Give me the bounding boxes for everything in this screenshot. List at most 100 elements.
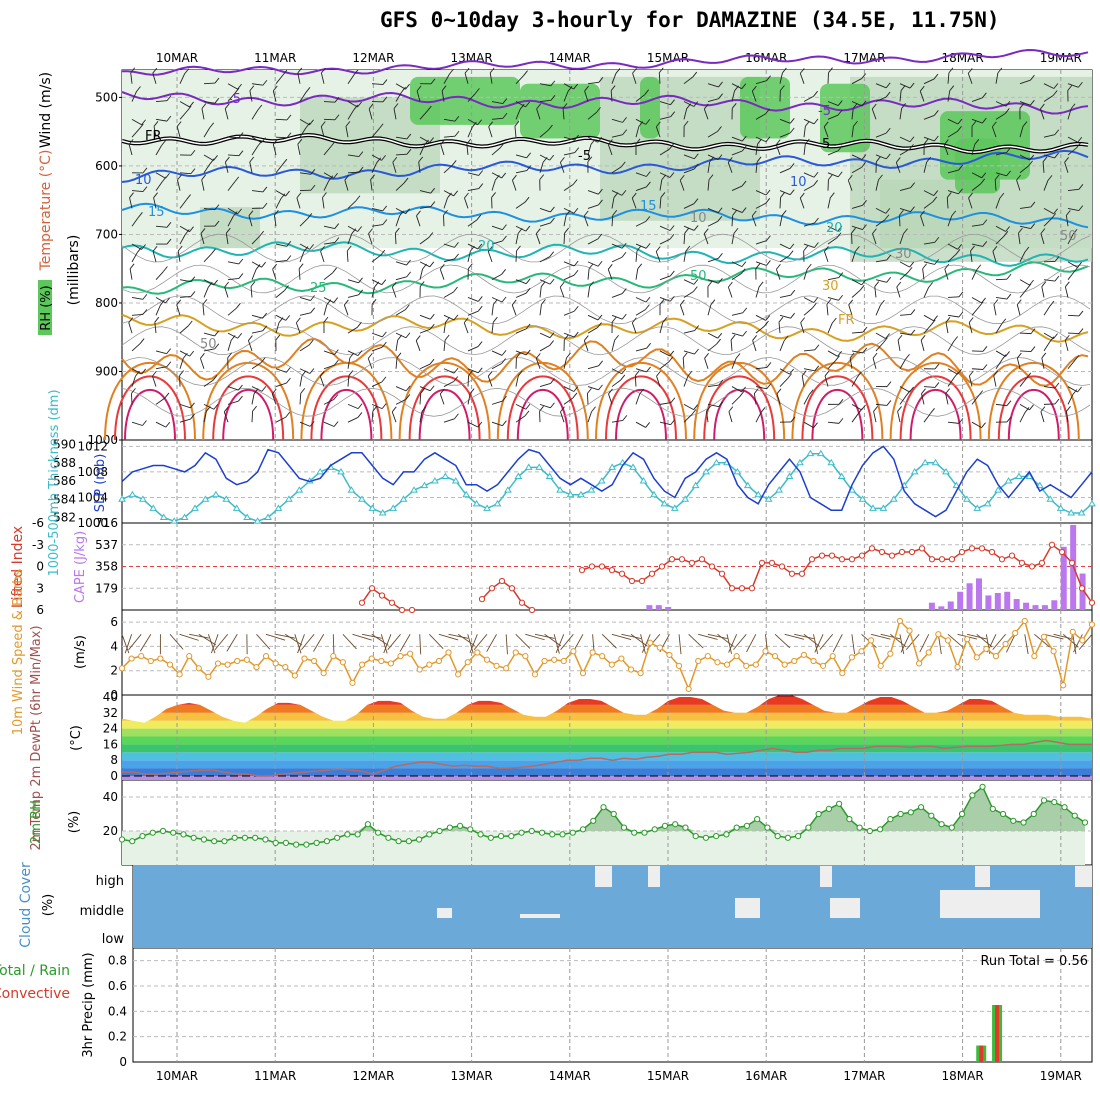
wind-barb-flag [669,295,675,302]
wind-barb [731,396,741,405]
wind-barb-flag [933,135,939,142]
wind10-speed-point [320,670,327,677]
wind-barb [248,215,253,227]
wind-barb [875,96,887,102]
wind-barb-flag [502,235,507,242]
wind10-label: 10m Wind Speed & Barbs [11,569,26,736]
wind10-speed-point [819,662,827,669]
wind-barb [559,286,565,298]
wind-barb [299,375,303,387]
wind-barb-flag [1006,416,1012,423]
wind-barb-flag [1016,174,1021,181]
wind-barb-flag [958,291,964,298]
wind-barb-flag [250,281,256,287]
rh2m-point [385,834,392,841]
wind10-barb [794,633,814,640]
wind-barb-flag [910,329,916,336]
wind-barb [251,386,263,392]
wind-barb [154,322,157,334]
wind-barb-flag [838,272,844,278]
wind-barb-flag [550,95,556,101]
wind10-speed-point [877,662,884,669]
wind-barb [583,340,589,352]
wind-barb-flag [921,388,926,394]
wind-barb [275,260,287,263]
date-label-bottom: 16MAR [745,1069,787,1083]
wind10-barb [976,633,993,648]
wind10-barb [352,633,372,641]
wind-barb [203,163,211,174]
lifted-index-point [698,556,706,563]
wind-barb-flag [903,228,908,234]
wind10-barb [313,634,325,652]
cape-bar [1032,605,1039,610]
wind10-speed-point [1012,629,1019,637]
wind-barb [611,419,623,423]
rh2m-point [692,833,699,840]
wind-barb-flag [405,83,410,90]
hot-contour [997,375,1070,441]
wind-barb-flag [573,269,579,276]
wind-barb-flag [262,325,268,332]
wind-barb [827,72,829,84]
wind-barb-flag [477,367,483,374]
wind10-speed-point [368,655,375,662]
wind-barb [635,220,647,227]
wind-barb-flag [525,101,530,108]
wind-barb [779,243,791,250]
wind-barb-flag [382,219,388,225]
wind-barb-flag [346,245,352,252]
wind10-speed-point [253,663,260,671]
wind-barb-flag [334,96,340,103]
wind-barb [251,330,263,334]
wind-barb-flag [590,139,596,145]
wind-barb-flag [189,101,194,108]
wind-barb [971,224,983,227]
wind-barb [299,172,311,175]
wind-barb-flag [429,323,435,330]
wind-barb-flag [286,114,292,121]
wind-barb-flag [278,317,284,323]
wind-barb [587,112,597,120]
wind10-speed-point [627,666,635,673]
wind10-barb [803,633,820,647]
wind-barb-flag [393,103,399,109]
thickness-point [816,449,825,457]
wind-barb [851,331,863,334]
wind-barb-flag [1024,407,1030,413]
wind-barb-flag [831,317,837,324]
wind-barb-flag [885,82,891,89]
wind-barb-flag [928,282,933,288]
wind-barb-flag [741,145,747,152]
thickness-point [764,495,773,502]
wind-barb [1064,286,1069,298]
wind-barb [755,161,758,173]
wind-barb [395,215,401,227]
wind-barb-flag [838,294,843,301]
wind-barb-flag [213,403,219,410]
wind10-speed-point [666,651,673,659]
wind-barb-flag [694,348,699,355]
lifted-index-point [1088,599,1096,606]
wind-barb [587,238,598,245]
wind-barb [299,251,305,263]
lifted-index-point [678,556,686,563]
wind-barb [275,382,287,387]
rh2m-point [682,824,689,831]
wind-barb-flag [333,421,339,427]
wind-barb-flag [782,67,787,74]
wind10-barb [733,633,747,650]
wind-barb-flag [862,326,868,333]
wind-barb-flag [549,332,555,338]
wind-barb [395,136,407,140]
wind-barb [251,145,259,156]
wind-barb [993,375,997,387]
wind-barb [635,126,640,138]
wind-barb-flag [526,152,531,159]
rh2m-point [282,839,290,847]
wind-barb [874,286,877,298]
rh2m-point [1061,804,1068,811]
wind-barb-flag [549,154,555,161]
wind-barb-flag [862,200,867,206]
